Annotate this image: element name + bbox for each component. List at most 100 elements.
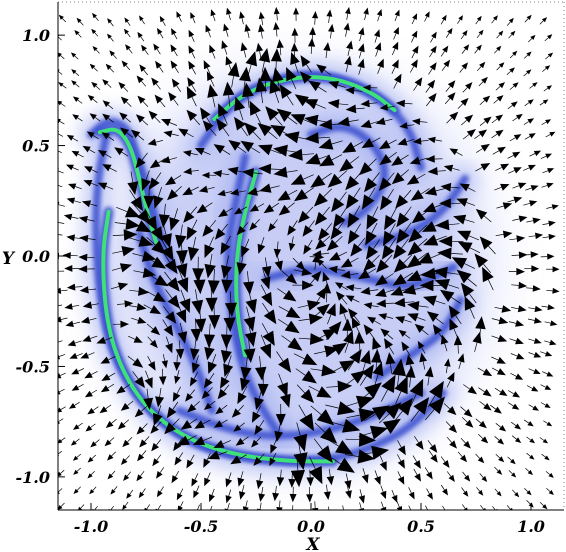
velocity-arrow-head	[316, 303, 330, 316]
velocity-arrow-shaft	[110, 21, 114, 27]
velocity-arrow-shaft	[496, 65, 501, 71]
velocity-arrow-shaft	[193, 236, 196, 248]
velocity-arrow-head	[299, 71, 312, 84]
velocity-arrow-shaft	[479, 473, 484, 478]
velocity-arrow-head	[102, 79, 109, 86]
velocity-arrow-head	[236, 225, 246, 236]
velocity-arrow-head	[498, 82, 505, 89]
velocity-arrow-head	[171, 28, 177, 36]
velocity-arrow-head	[409, 156, 421, 165]
velocity-arrow-head	[395, 194, 409, 209]
velocity-arrow-shaft	[546, 206, 553, 209]
velocity-arrow-head	[214, 228, 226, 240]
velocity-arrow-shaft	[75, 186, 82, 190]
velocity-arrow-shaft	[177, 369, 180, 377]
velocity-arrow-head	[64, 265, 73, 272]
velocity-arrow-shaft	[409, 66, 415, 73]
velocity-arrow-shaft	[116, 206, 128, 213]
velocity-arrow-shaft	[331, 366, 343, 373]
velocity-arrow-head	[426, 311, 439, 322]
velocity-arrow-head	[239, 66, 251, 82]
velocity-arrow-shaft	[298, 318, 310, 321]
velocity-arrow-head	[407, 301, 420, 311]
velocity-arrow-head	[382, 230, 395, 247]
velocity-arrow-shaft	[491, 118, 498, 124]
velocity-arrow-head	[549, 339, 557, 346]
velocity-arrow-head	[397, 459, 405, 469]
velocity-arrow-head	[245, 51, 257, 67]
velocity-arrow-shaft	[293, 353, 305, 360]
velocity-arrow-shaft	[245, 238, 250, 248]
velocity-arrow-head	[235, 438, 245, 446]
velocity-arrow-head	[498, 30, 504, 36]
velocity-arrow-head	[121, 246, 135, 257]
velocity-arrow-shaft	[467, 278, 477, 287]
velocity-arrow-head	[498, 425, 507, 432]
velocity-arrow-shaft	[77, 99, 83, 104]
velocity-arrow-head	[82, 301, 93, 309]
velocity-arrow-head	[191, 478, 198, 487]
velocity-arrow-head	[76, 17, 82, 24]
velocity-arrow-head	[384, 402, 402, 420]
velocity-arrow-head	[460, 454, 467, 463]
velocity-arrow-head	[300, 389, 315, 404]
velocity-arrow-head	[138, 491, 145, 499]
velocity-arrow-head	[273, 144, 288, 157]
velocity-arrow-shaft	[543, 420, 548, 424]
x-tick-label: 1.0	[517, 517, 545, 536]
velocity-arrow-shaft	[491, 356, 499, 361]
velocity-arrow-shaft	[60, 469, 65, 474]
velocity-arrow-head	[442, 45, 449, 53]
velocity-arrow-head	[357, 449, 376, 464]
velocity-arrow-head	[58, 219, 59, 221]
velocity-arrow-shaft	[144, 436, 150, 442]
velocity-arrow-shaft	[322, 235, 331, 243]
velocity-arrow-head	[119, 263, 132, 273]
velocity-arrow-head	[424, 366, 434, 378]
velocity-arrow-shaft	[416, 173, 426, 180]
velocity-arrow-shaft	[193, 117, 201, 126]
velocity-arrow-shaft	[393, 81, 398, 89]
velocity-arrow-shaft	[545, 471, 551, 475]
velocity-arrow-head	[288, 242, 296, 252]
velocity-arrow-shaft	[146, 388, 149, 399]
velocity-arrow-shaft	[272, 219, 278, 226]
velocity-arrow-head	[299, 413, 315, 432]
velocity-arrow-head	[500, 163, 510, 171]
velocity-arrow-head	[358, 432, 377, 447]
velocity-arrow-head	[496, 95, 504, 102]
velocity-arrow-shaft	[464, 219, 475, 223]
velocity-arrow-head	[302, 280, 314, 291]
velocity-arrow-head	[372, 361, 384, 377]
velocity-arrow-head	[377, 58, 384, 68]
velocity-arrow-shaft	[127, 436, 133, 443]
velocity-arrow-head	[345, 295, 355, 302]
velocity-arrow-head	[360, 286, 371, 295]
velocity-arrow-shaft	[155, 172, 162, 181]
velocity-arrow-shaft	[354, 90, 363, 92]
velocity-arrow-shaft	[462, 504, 466, 509]
velocity-arrow-shaft	[210, 505, 213, 510]
velocity-arrow-shaft	[510, 421, 517, 426]
velocity-arrow-head	[345, 104, 357, 114]
velocity-arrow-shaft	[275, 485, 277, 494]
velocity-arrow-head	[107, 473, 114, 480]
velocity-arrow-shaft	[368, 158, 377, 167]
velocity-arrow-shaft	[191, 170, 199, 172]
velocity-arrow-head	[545, 153, 552, 159]
velocity-arrow-head	[81, 200, 92, 208]
velocity-arrow-shaft	[240, 471, 244, 479]
velocity-arrow-head	[378, 313, 387, 320]
velocity-arrow-head	[141, 250, 157, 262]
velocity-arrow-head	[310, 174, 326, 188]
velocity-arrow-shaft	[337, 84, 347, 88]
velocity-arrow-shaft	[293, 269, 303, 273]
velocity-arrow-head	[423, 295, 437, 306]
velocity-arrow-shaft	[207, 186, 215, 190]
velocity-arrow-shaft	[375, 49, 379, 57]
velocity-arrow-shaft	[506, 505, 511, 510]
velocity-arrow-shaft	[207, 472, 211, 480]
velocity-arrow-shaft	[468, 235, 480, 241]
velocity-arrow-head	[186, 109, 198, 121]
velocity-arrow-head	[213, 144, 225, 154]
